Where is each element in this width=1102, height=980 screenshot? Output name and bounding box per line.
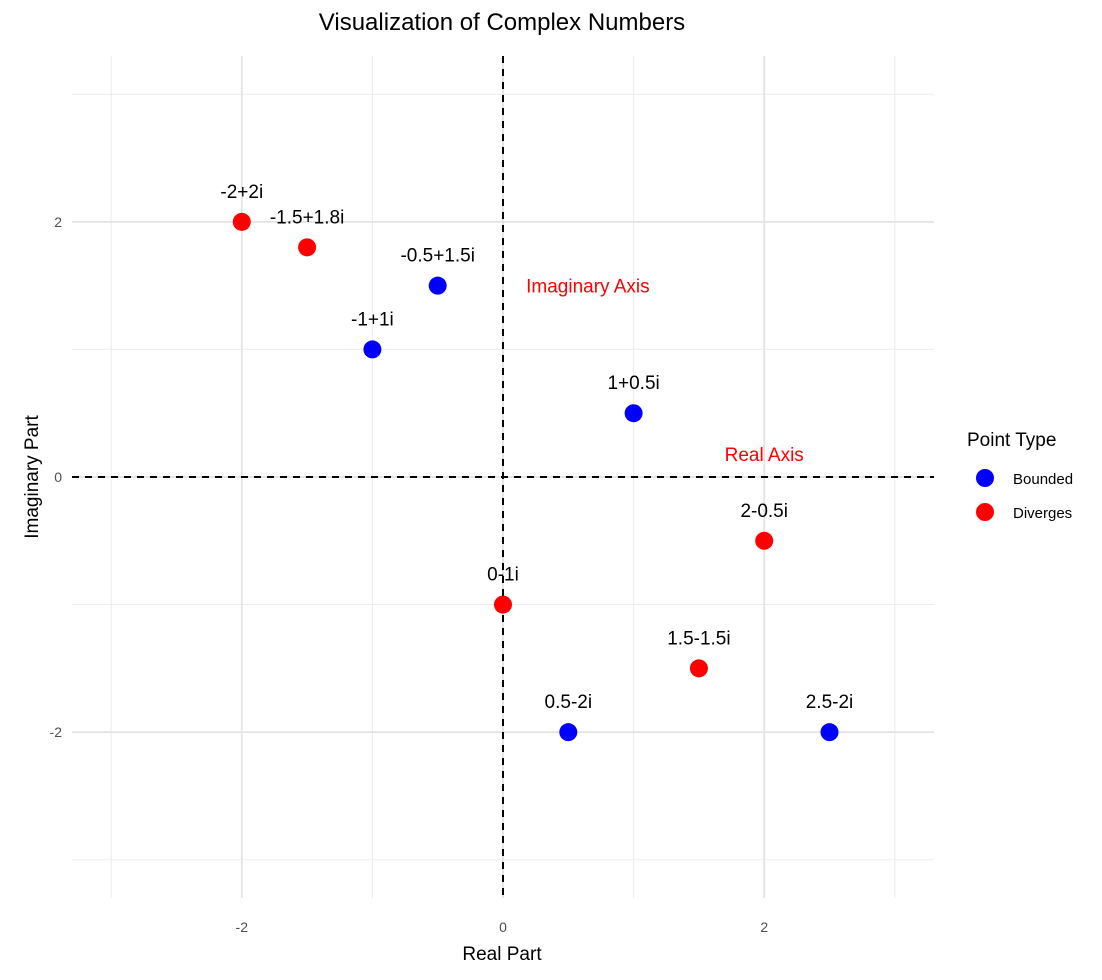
legend-title: Point Type: [967, 430, 1056, 451]
data-point: [624, 404, 643, 423]
data-point: [428, 276, 447, 295]
legend-key-bounded: [976, 469, 994, 487]
y-tick-label: 0: [54, 469, 62, 485]
data-label: 2.5-2i: [806, 692, 854, 713]
data-label: -0.5+1.5i: [400, 246, 474, 267]
x-tick-label: 0: [499, 919, 507, 935]
y-tick-label: -2: [50, 724, 63, 740]
data-label: 0-1i: [487, 565, 519, 586]
data-point: [232, 212, 251, 231]
annotation-label: Real Axis: [725, 445, 804, 466]
data-point: [298, 238, 317, 257]
data-point: [559, 723, 578, 742]
legend-label-bounded: Bounded: [1013, 471, 1073, 488]
chart-title: Visualization of Complex Numbers: [319, 9, 685, 36]
data-label: 1.5-1.5i: [667, 628, 730, 649]
data-label: -2+2i: [220, 182, 263, 203]
data-label: 0.5-2i: [545, 692, 593, 713]
legend-key-diverges: [976, 503, 994, 521]
annotations: Imaginary Axis Real Axis: [526, 277, 804, 466]
data-point: [494, 595, 512, 614]
data-label: 1+0.5i: [607, 373, 659, 394]
annotation-label: Imaginary Axis: [526, 277, 650, 298]
data-label: -1.5+1.8i: [270, 207, 344, 228]
point-labels: -2+2i -1.5+1.8i -0.5+1.5i -1+1i 1+0.5i 2-0.5i…: [220, 182, 853, 713]
legend-label-diverges: Diverges: [1013, 505, 1072, 522]
data-point: [820, 723, 839, 742]
reference-lines: [72, 56, 934, 898]
data-point: [363, 340, 382, 359]
data-label: -1+1i: [351, 309, 394, 330]
legend: Point Type Bounded Diverges: [967, 430, 1073, 522]
x-axis-title: Real Part: [462, 944, 542, 965]
data-point: [755, 531, 774, 550]
x-tick-label: -2: [236, 919, 249, 935]
data-points: [232, 212, 839, 742]
y-tick-label: 2: [54, 214, 62, 230]
data-label: 2-0.5i: [740, 501, 788, 522]
data-point: [689, 659, 708, 678]
y-axis-title: Imaginary Part: [22, 415, 43, 539]
tick-labels: -2 0 2 -2 0 2: [50, 214, 769, 935]
x-tick-label: 2: [760, 919, 768, 935]
